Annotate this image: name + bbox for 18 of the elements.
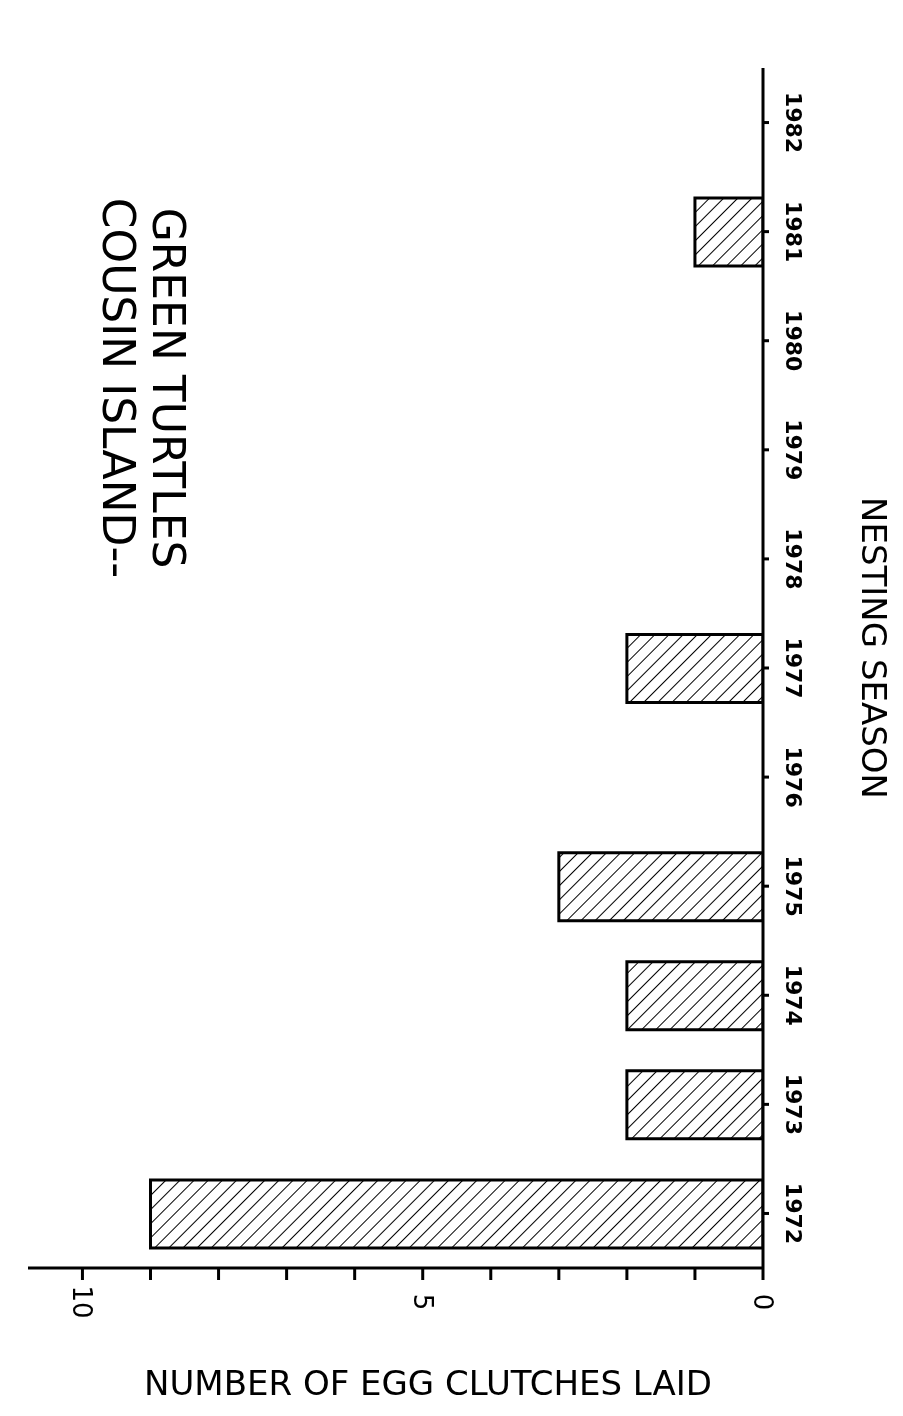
y-tick-label: 1977 (780, 637, 806, 699)
y-tick-label: 1981 (780, 201, 806, 263)
y-axis-title: NESTING SEASON (854, 497, 894, 799)
y-tick-label: 1979 (780, 419, 806, 481)
y-tick-label: 1980 (780, 310, 806, 372)
y-tick-label: 1978 (780, 528, 806, 590)
y-tick-label: 1982 (780, 91, 806, 154)
y-tick-label: 1974 (780, 964, 806, 1026)
x-axis-title: NUMBER OF EGG CLUTCHES LAID (143, 1363, 713, 1403)
y-tick-label: 1976 (780, 746, 806, 808)
y-tick-label: 1975 (780, 855, 806, 917)
text: COUSIN ISLAND-- (92, 197, 144, 579)
x-tick-label: 0 (748, 1293, 778, 1311)
y-tick-label: 1972 (780, 1182, 806, 1245)
x-tick-label: 5 (407, 1293, 438, 1311)
text: GREEN TURTLES (142, 207, 194, 569)
x-tick-label: 10 (67, 1285, 98, 1319)
y-tick-label: 1973 (780, 1073, 806, 1135)
